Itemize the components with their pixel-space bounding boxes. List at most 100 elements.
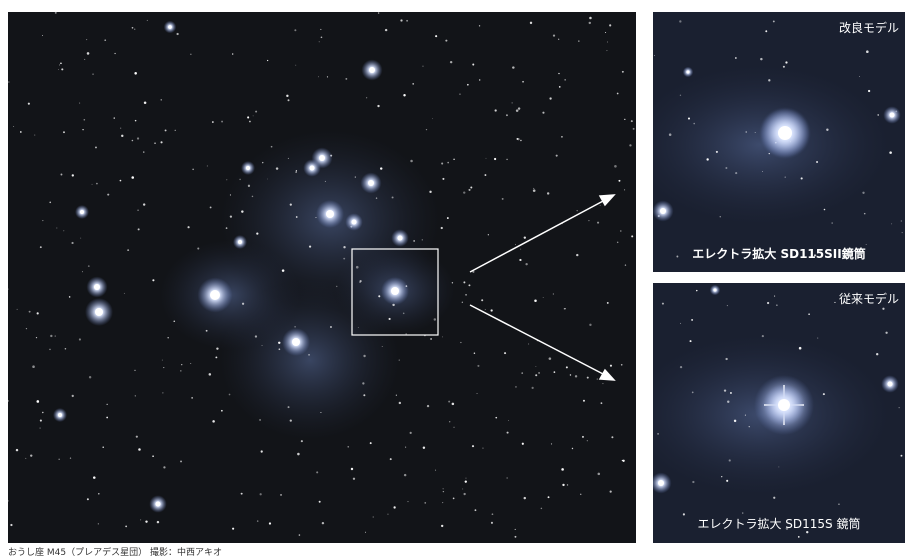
- star: [212, 121, 214, 123]
- star: [8, 81, 10, 83]
- star: [890, 113, 895, 118]
- star: [327, 76, 328, 77]
- star: [562, 484, 564, 486]
- star: [558, 73, 559, 74]
- star: [399, 360, 400, 361]
- star: [778, 399, 790, 411]
- star: [472, 64, 474, 66]
- star: [629, 144, 631, 146]
- star: [624, 189, 625, 190]
- star: [94, 284, 100, 290]
- star: [377, 105, 379, 107]
- star: [445, 40, 447, 42]
- star: [72, 395, 74, 397]
- star: [721, 476, 722, 477]
- star: [114, 53, 115, 54]
- star: [495, 109, 497, 111]
- star: [476, 393, 477, 394]
- star: [556, 155, 558, 157]
- star: [221, 121, 223, 123]
- star: [37, 312, 39, 314]
- star: [551, 443, 552, 444]
- star: [838, 504, 839, 505]
- star: [152, 455, 154, 457]
- star: [61, 68, 63, 70]
- star: [479, 25, 480, 26]
- star: [405, 447, 406, 448]
- star: [206, 330, 208, 332]
- star: [365, 532, 366, 533]
- star: [34, 135, 35, 136]
- star: [241, 493, 243, 495]
- star: [322, 522, 324, 524]
- star: [696, 290, 697, 291]
- star: [680, 366, 682, 368]
- star: [824, 209, 826, 211]
- star: [808, 313, 810, 315]
- star: [325, 181, 326, 182]
- star: [60, 63, 62, 65]
- star: [95, 146, 97, 148]
- star: [391, 287, 399, 295]
- star: [156, 502, 161, 507]
- star: [104, 39, 106, 41]
- star: [279, 348, 281, 350]
- star: [40, 420, 42, 422]
- star: [602, 383, 603, 384]
- star: [368, 180, 374, 186]
- star: [773, 497, 775, 499]
- star: [467, 84, 469, 86]
- star: [315, 217, 316, 218]
- star: [622, 460, 623, 461]
- star: [356, 266, 359, 269]
- star: [680, 95, 681, 96]
- star: [742, 512, 744, 514]
- star: [288, 158, 289, 159]
- star: [801, 177, 803, 179]
- star: [387, 514, 388, 515]
- star: [56, 227, 57, 228]
- star: [762, 171, 763, 172]
- star: [121, 135, 123, 137]
- star: [248, 185, 250, 187]
- star: [26, 328, 27, 329]
- star: [735, 57, 737, 59]
- star: [192, 169, 193, 170]
- star: [679, 20, 681, 22]
- star: [657, 433, 659, 435]
- photo-caption: おうし座 M45（プレアデス星団） 撮影：中西アキオ: [8, 546, 222, 558]
- star: [541, 508, 543, 510]
- star: [462, 302, 463, 303]
- star: [690, 340, 692, 342]
- star: [447, 217, 449, 219]
- star: [410, 160, 413, 163]
- star: [403, 94, 405, 96]
- star: [614, 165, 617, 168]
- star: [507, 432, 509, 434]
- star: [209, 373, 211, 375]
- star: [197, 247, 199, 249]
- star: [549, 97, 551, 99]
- star: [538, 372, 540, 374]
- star: [716, 151, 718, 153]
- star: [58, 413, 62, 417]
- star: [785, 61, 787, 63]
- star: [80, 238, 81, 239]
- star: [882, 308, 884, 310]
- star: [399, 402, 401, 404]
- star: [726, 480, 728, 482]
- star: [330, 326, 332, 328]
- star: [443, 488, 444, 489]
- star: [765, 30, 767, 32]
- star: [49, 349, 51, 351]
- star: [260, 493, 262, 495]
- star: [366, 97, 367, 98]
- star: [625, 264, 626, 265]
- star: [140, 519, 141, 520]
- star: [521, 372, 523, 374]
- star: [210, 290, 220, 300]
- star: [567, 484, 568, 485]
- star: [876, 353, 878, 355]
- star: [429, 191, 431, 193]
- star: [610, 491, 612, 493]
